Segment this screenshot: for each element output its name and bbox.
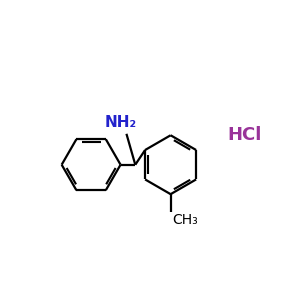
Text: CH₃: CH₃ bbox=[172, 213, 198, 227]
Text: NH₂: NH₂ bbox=[104, 115, 136, 130]
Text: HCl: HCl bbox=[227, 126, 261, 144]
